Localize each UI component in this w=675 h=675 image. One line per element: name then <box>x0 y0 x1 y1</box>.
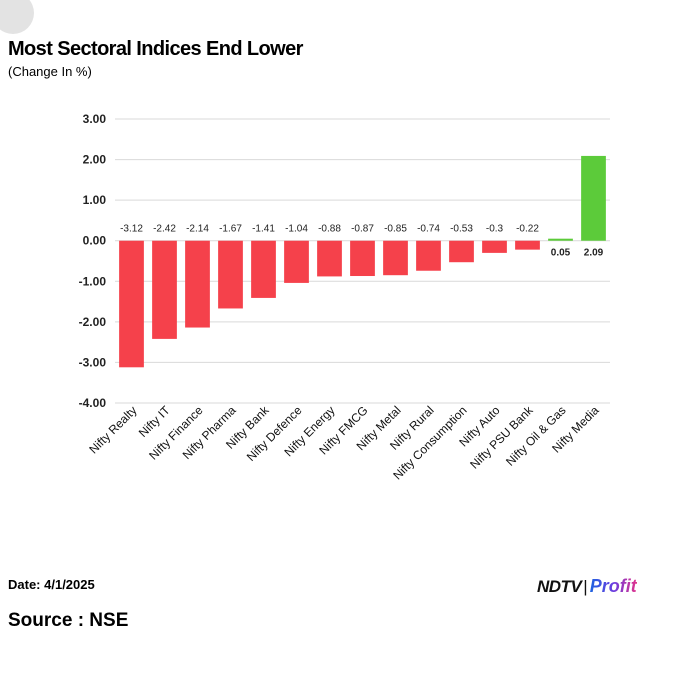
bar <box>482 240 507 253</box>
data-label: -0.3 <box>486 224 504 235</box>
data-label: 2.09 <box>584 248 604 259</box>
bar <box>449 240 474 263</box>
data-label: -0.87 <box>351 224 374 235</box>
logo-profit-text: Profit <box>589 576 637 596</box>
data-label: -0.22 <box>516 224 539 235</box>
data-label: -3.12 <box>120 224 143 235</box>
data-label: -2.14 <box>186 224 209 235</box>
chart-subtitle: (Change In %) <box>8 64 92 79</box>
bar <box>416 240 441 271</box>
y-tick-label: 3.00 <box>83 112 107 126</box>
y-tick-label: 1.00 <box>83 193 107 207</box>
data-label: -0.74 <box>417 224 440 235</box>
bar-chart: 3.00 2.00 1.00 0.00 -1.00 -2.00 -3.00 -4.00 -3.1… <box>79 112 610 482</box>
data-label: -1.67 <box>219 224 242 235</box>
bar <box>251 240 276 298</box>
logo-separator: | <box>583 577 588 596</box>
bar <box>317 240 342 277</box>
bar <box>581 155 606 241</box>
data-label: -2.42 <box>153 224 176 235</box>
bar <box>350 240 375 277</box>
chart-title: Most Sectoral Indices End Lower <box>8 38 303 60</box>
data-label: -1.04 <box>285 224 308 235</box>
data-label: -0.88 <box>318 224 341 235</box>
bar <box>383 240 408 276</box>
data-label: -0.85 <box>384 224 407 235</box>
y-tick-label: -1.00 <box>79 274 107 288</box>
bar <box>284 240 309 283</box>
y-tick-label: -2.00 <box>79 315 107 329</box>
bar <box>548 238 573 241</box>
logo-ndtv-text: NDTV <box>537 577 582 596</box>
y-tick-label: -4.00 <box>79 396 107 410</box>
bar <box>152 240 177 339</box>
y-tick-label: 2.00 <box>83 153 107 167</box>
data-label: -0.53 <box>450 224 473 235</box>
ndtv-profit-logo: NDTV | Profit <box>537 576 637 600</box>
bar <box>218 240 243 309</box>
source-label: Source : NSE <box>8 610 129 631</box>
bar <box>515 240 540 250</box>
y-tick-label: 0.00 <box>83 234 107 248</box>
date-label: Date: 4/1/2025 <box>8 577 95 592</box>
bar <box>185 240 210 328</box>
data-label: -1.41 <box>252 224 275 235</box>
category-label: Nifty Realty <box>86 403 139 456</box>
y-tick-label: -3.00 <box>79 355 107 369</box>
bar <box>119 240 144 368</box>
data-label: 0.05 <box>551 248 571 259</box>
